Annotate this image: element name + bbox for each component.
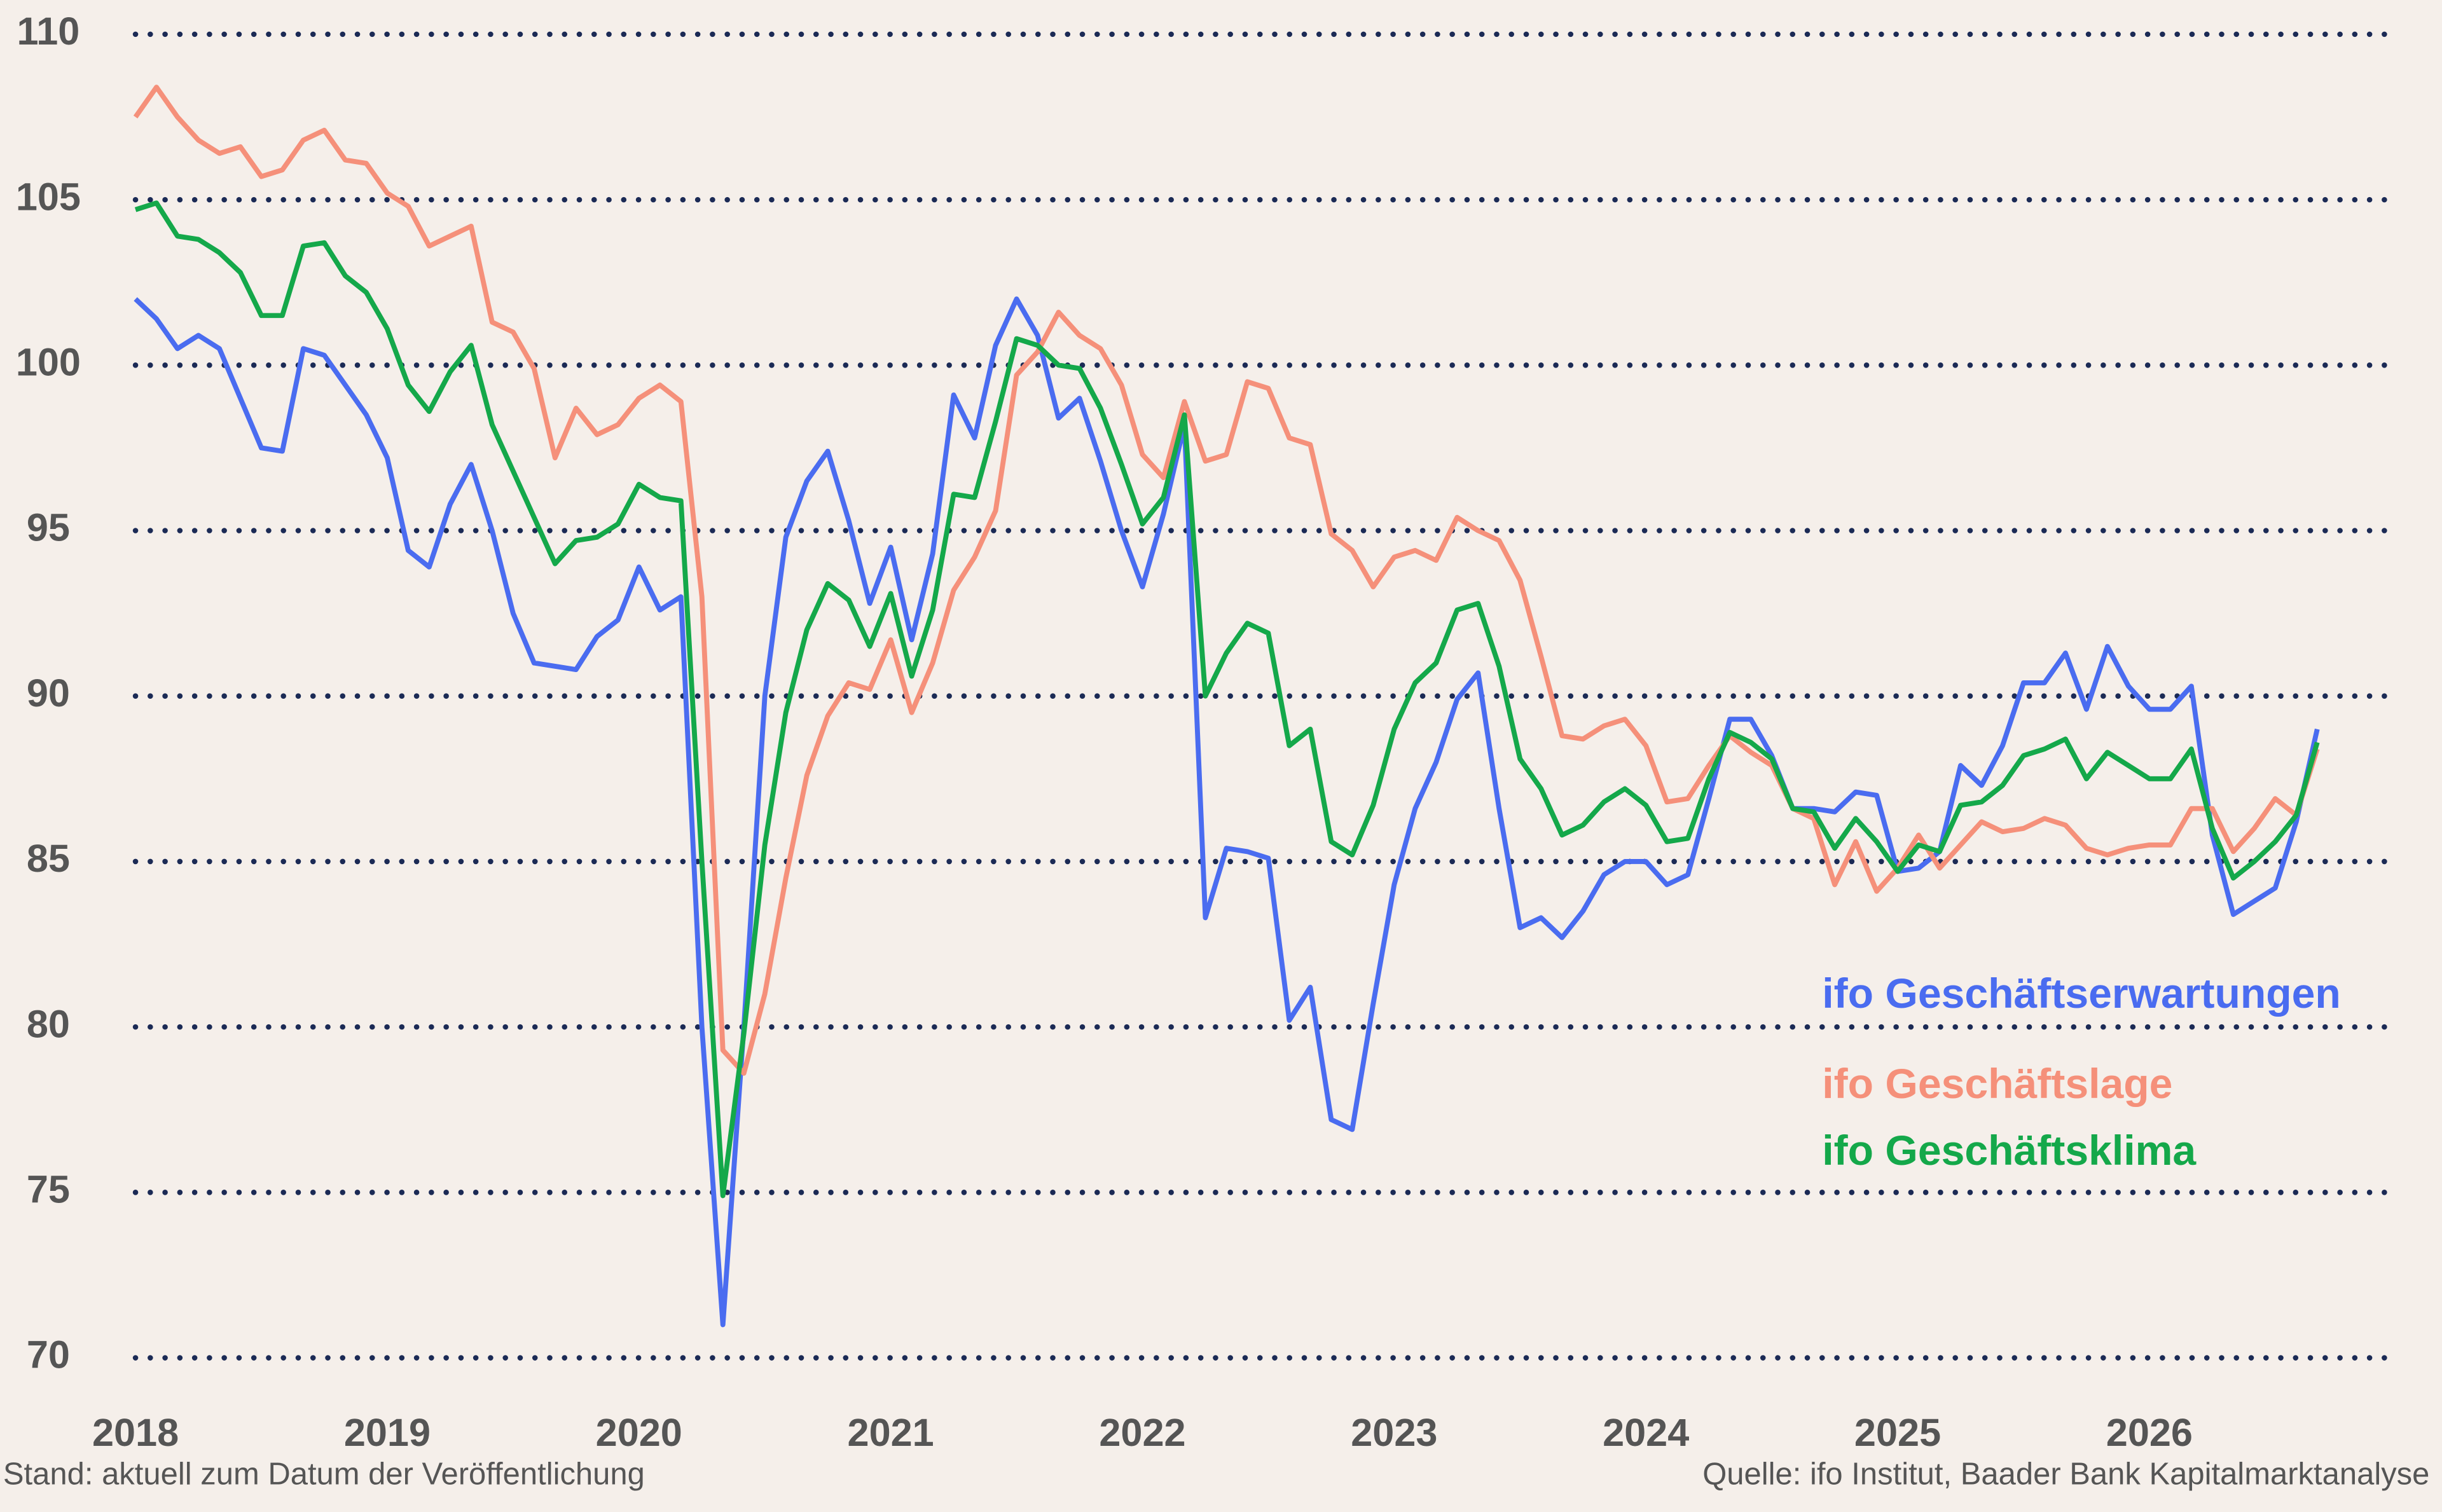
legend-entry: ifo Geschäftslage (1822, 1061, 2172, 1108)
y-tick-label: 75 (27, 1167, 70, 1211)
x-tick-label: 2018 (92, 1411, 179, 1454)
y-tick-label: 100 (16, 340, 81, 383)
y-tick-label: 70 (27, 1333, 70, 1377)
x-tick-label: 2023 (1351, 1411, 1437, 1454)
footnote: Stand: aktuell zum Datum der Veröffentli… (3, 1457, 645, 1492)
y-tick-label: 110 (17, 10, 80, 53)
line-series (134, 200, 2320, 1199)
line-series (134, 296, 2320, 1328)
x-tick-label: 2022 (1099, 1411, 1185, 1454)
y-tick-label: 105 (16, 175, 81, 218)
y-tick-label: 90 (27, 671, 70, 715)
x-tick-label: 2025 (1854, 1411, 1941, 1454)
line-series (133, 85, 2320, 1076)
x-tick-label: 2021 (848, 1411, 934, 1454)
x-tick-label: 2019 (344, 1411, 431, 1454)
x-tick-label: 2026 (2106, 1411, 2193, 1454)
legend-entry: ifo Geschäftsklima (1822, 1127, 2197, 1174)
legend-entry: ifo Geschäftserwartungen (1822, 970, 2341, 1017)
y-tick-label: 80 (27, 1002, 70, 1045)
source: Quelle: ifo Institut, Baader Bank Kapita… (1702, 1457, 2429, 1492)
x-tick-label: 2024 (1603, 1411, 1689, 1454)
y-tick-label: 95 (27, 506, 70, 549)
y-tick-label: 85 (27, 837, 70, 880)
x-tick-label: 2020 (596, 1411, 682, 1454)
